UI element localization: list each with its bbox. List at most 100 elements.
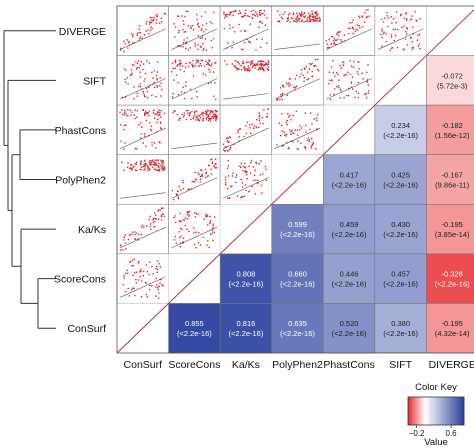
color-key-band [410, 397, 413, 425]
p-value: (5.72e-3) [437, 81, 468, 90]
scatter-point [130, 33, 133, 35]
scatter-point [124, 242, 127, 244]
scatter-point [199, 114, 202, 116]
scatter-point [139, 37, 141, 40]
scatter-point [143, 80, 145, 82]
scatter-point [312, 20, 315, 22]
scatter-point [256, 15, 259, 17]
scatter-point [297, 140, 299, 142]
color-key-band [427, 397, 430, 425]
scatter-point [161, 207, 164, 209]
scatter-point [281, 113, 283, 115]
scatter-point [138, 31, 140, 34]
scatter-point [239, 166, 242, 169]
scatter-point [228, 135, 231, 138]
scatter-point [349, 60, 351, 62]
scatter-point [294, 18, 297, 20]
correlation-value: -0.195 [442, 220, 463, 229]
scatter-point [174, 36, 176, 38]
scatter-point [124, 142, 126, 144]
scatter-point [394, 28, 397, 31]
scatter-point [123, 274, 125, 277]
scatter-point [135, 232, 138, 234]
scatter-point [135, 278, 137, 281]
scatter-point [146, 112, 148, 115]
scatter-point [257, 179, 259, 182]
scatter-point [224, 15, 227, 17]
scatter-point [191, 110, 193, 113]
scatter-point [287, 113, 289, 115]
column-label-consurf: ConSurf [124, 359, 163, 371]
scatter-point [304, 124, 307, 127]
scatter-point [205, 28, 207, 31]
scatter-point [214, 115, 217, 117]
scatter-point [367, 63, 369, 66]
scatter-point [249, 172, 252, 174]
scatter-point [309, 112, 312, 114]
scatter-point [280, 93, 282, 96]
scatter-point [403, 48, 405, 50]
scatter-point [140, 270, 142, 273]
scatter-point [351, 76, 354, 78]
scatter-point [245, 61, 248, 64]
scatter-point [145, 293, 148, 296]
scatter-point [285, 133, 288, 135]
scatter-point [204, 11, 207, 14]
scatter-point [202, 119, 204, 121]
scatter-point [181, 228, 183, 231]
scatter-point [403, 25, 406, 27]
scatter-point [156, 169, 159, 172]
scatter-point [260, 192, 263, 194]
color-key-band [431, 397, 434, 425]
scatter-point [200, 29, 203, 32]
scatter-point [349, 27, 352, 30]
scatter-point [225, 15, 228, 17]
scatter-point [134, 233, 136, 236]
scatter-point [129, 234, 131, 236]
scatter-point [156, 113, 159, 115]
heat-cell-consurf-ka-ks [219, 303, 273, 354]
scatter-point [245, 68, 247, 70]
p-value: (<2.2e-16) [332, 180, 367, 189]
scatter-point [178, 185, 181, 188]
scatter-point [145, 264, 148, 266]
color-key-band [455, 397, 458, 425]
color-key-band [422, 397, 424, 425]
scatter-point [258, 162, 260, 165]
scatter-point [406, 43, 409, 46]
scatter-point [267, 108, 270, 110]
scatter-point [194, 215, 197, 218]
scatter-point [138, 271, 141, 273]
scatter-point [173, 79, 175, 81]
scatter-point [360, 15, 363, 17]
scatter-point [149, 21, 152, 23]
scatter-point [210, 110, 212, 112]
scatter-point [308, 16, 311, 19]
color-key-band [429, 397, 431, 425]
scatter-point [195, 62, 198, 64]
scatter-point [140, 160, 142, 162]
scatter-point [383, 31, 385, 34]
diagonal-line [322, 104, 376, 156]
scatter-point [139, 31, 142, 34]
scatter-point [386, 14, 389, 17]
scatter-point [296, 129, 299, 131]
scatter-point [149, 288, 151, 291]
scatter-point [142, 109, 145, 112]
scatter-point [211, 162, 214, 165]
correlation-value: 0.808 [237, 270, 256, 279]
scatter-point [130, 114, 132, 116]
scatter-point [238, 23, 241, 26]
scatter-point [209, 113, 211, 115]
scatter-point [311, 12, 314, 15]
fit-line [223, 28, 269, 50]
color-key-band [409, 397, 412, 425]
scatter-point [315, 147, 317, 150]
scatter-point [411, 48, 413, 51]
scatter-point [149, 29, 152, 32]
scatter-point [179, 212, 182, 215]
scatter-point [123, 67, 126, 70]
scatter-point [158, 141, 161, 143]
matrix-border [116, 5, 474, 354]
scatter-point [158, 262, 161, 265]
